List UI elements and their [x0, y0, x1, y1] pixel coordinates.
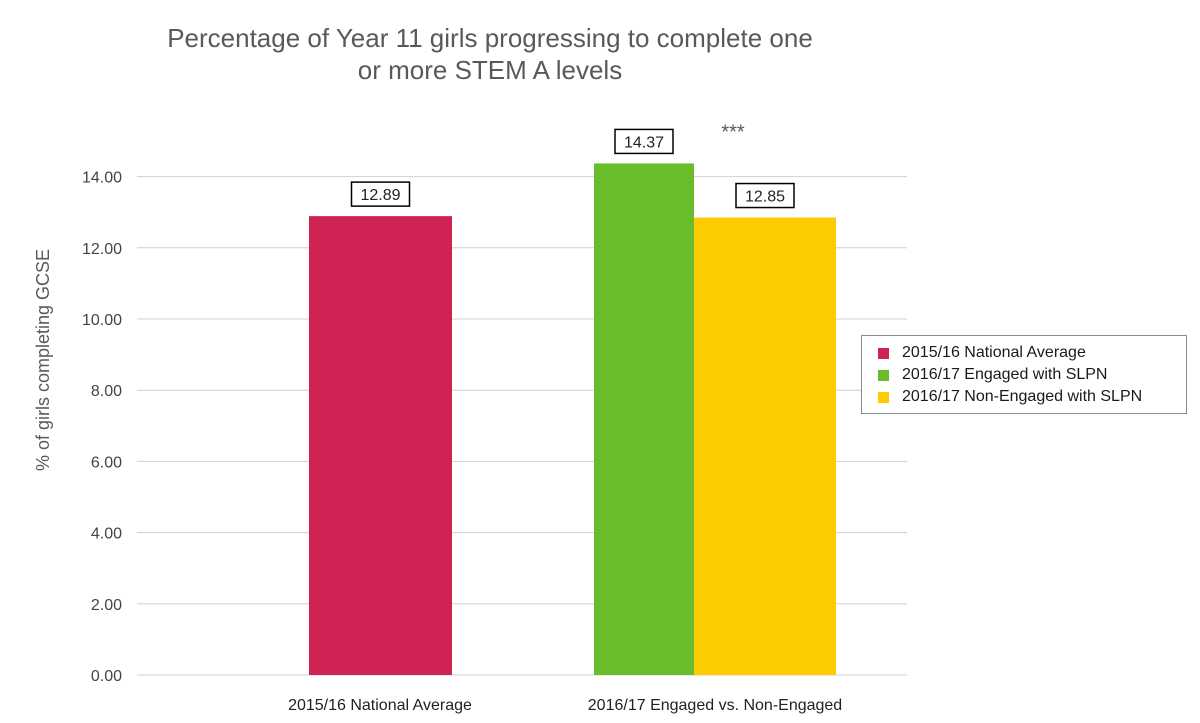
data-label-box: [350, 181, 411, 207]
y-tick-label: 2.00: [91, 597, 122, 614]
bar: [694, 217, 836, 676]
y-tick-label: 4.00: [91, 526, 122, 543]
legend-label: 2016/17 Engaged with SLPN: [902, 366, 1108, 383]
y-tick-label: 6.00: [91, 454, 122, 471]
legend-label: 2015/16 National Average: [902, 344, 1086, 361]
y-tick-label: 8.00: [91, 383, 122, 400]
chart-legend: 2015/16 National Average 2016/17 Engaged…: [861, 335, 1187, 414]
bar: [309, 216, 452, 675]
legend-swatch: [878, 348, 889, 359]
y-axis-ticks: 0.00 2.00 4.00 6.00 8.00 10.00 12.00 14.00: [82, 170, 122, 685]
significance-annotation: ***: [721, 121, 745, 143]
chart-title-line-2: or more STEM A levels: [357, 55, 623, 85]
chart-title: Percentage of Year 11 girls progressing …: [90, 22, 890, 86]
bars: 12.89 14.37 12.85 ***: [309, 121, 836, 676]
legend-item-non-engaged: 2016/17 Non-Engaged with SLPN: [878, 386, 1186, 408]
bar: [594, 163, 694, 676]
legend-swatch: [878, 392, 889, 403]
data-label-box: [735, 182, 795, 209]
y-axis-label: % of girls completing GCSE: [33, 249, 53, 471]
x-axis-ticks: 2015/16 National Average 2016/17 Engaged …: [288, 697, 842, 714]
data-label-box: [614, 128, 674, 155]
y-tick-label: 12.00: [82, 241, 122, 258]
x-tick-label: 2016/17 Engaged vs. Non-Engaged: [588, 697, 842, 714]
chart-title-line-1: Percentage of Year 11 girls progressing …: [167, 23, 813, 53]
legend-item-engaged: 2016/17 Engaged with SLPN: [878, 364, 1186, 386]
legend-swatch: [878, 370, 889, 381]
x-tick-label: 2015/16 National Average: [288, 697, 472, 714]
y-tick-label: 10.00: [82, 312, 122, 329]
data-label: 12.89: [360, 187, 400, 204]
legend-item-national-average: 2015/16 National Average: [878, 342, 1186, 364]
legend-label: 2016/17 Non-Engaged with SLPN: [902, 388, 1143, 405]
data-label: 12.85: [745, 189, 785, 206]
y-tick-label: 14.00: [82, 170, 122, 187]
data-label: 14.37: [624, 134, 664, 151]
y-tick-label: 0.00: [91, 668, 122, 685]
